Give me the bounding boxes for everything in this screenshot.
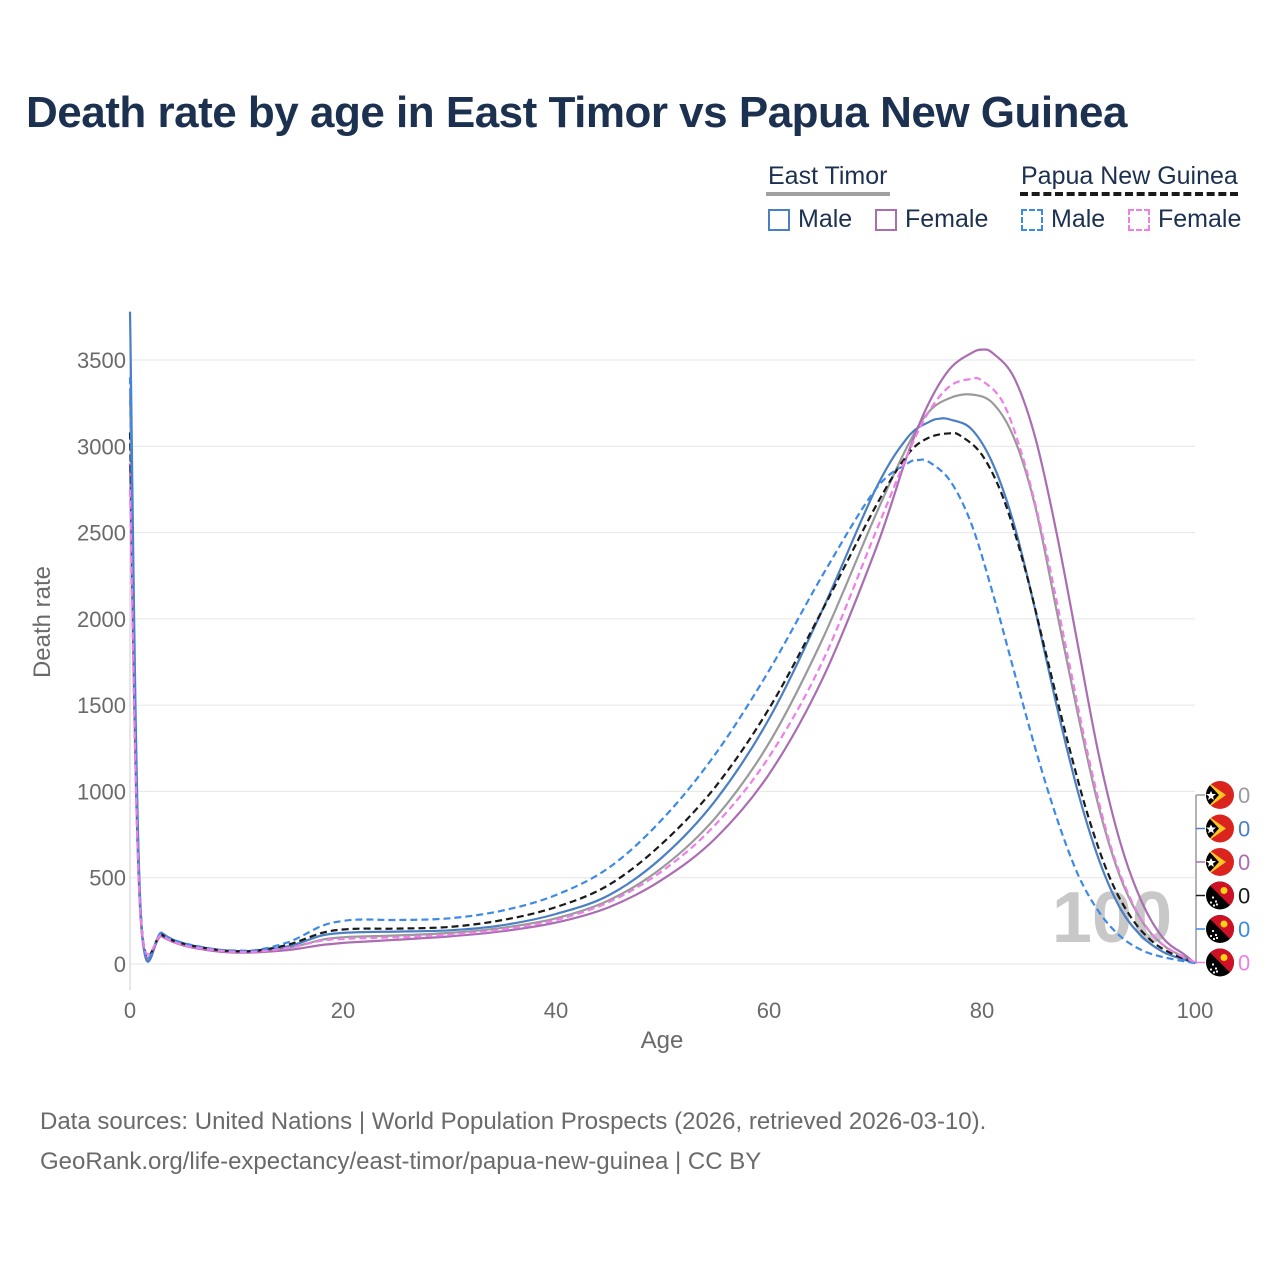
source-line-2: GeoRank.org/life-expectancy/east-timor/p… <box>40 1148 762 1175</box>
gridlines <box>130 359 1195 965</box>
papua-new-guinea-flag-icon <box>1206 915 1234 943</box>
x-tick-label: 20 <box>331 998 355 1023</box>
legend-swatch <box>1021 208 1043 231</box>
legend-underline-papua-new-guinea <box>1020 192 1238 196</box>
papua-new-guinea-flag-icon <box>1206 881 1234 910</box>
legend-item-png-female[interactable]: Female <box>1128 205 1241 234</box>
source-line-1: Data sources: United Nations | World Pop… <box>40 1108 987 1135</box>
end-label-value: 0 <box>1238 884 1250 909</box>
end-label-value: 0 <box>1238 951 1250 976</box>
y-tick-label: 1500 <box>77 693 126 718</box>
y-tick-label: 3500 <box>77 348 126 373</box>
papua-new-guinea-flag-icon <box>1206 948 1234 977</box>
end-label-value: 0 <box>1238 850 1250 875</box>
x-tick-label: 80 <box>970 998 994 1023</box>
y-tick-label: 500 <box>89 866 126 891</box>
end-label-value: 0 <box>1238 817 1250 842</box>
end-labels: 0 0 0 0 0 0 <box>1195 781 1250 977</box>
y-axis-label: Death rate <box>29 566 56 678</box>
y-tick-label: 3000 <box>77 434 126 459</box>
series-line-papua-new-guinea-male <box>128 377 1196 965</box>
legend-group-papua-new-guinea: Papua New Guinea <box>1021 162 1238 190</box>
x-tick-label: 60 <box>757 998 781 1023</box>
end-label-value: 0 <box>1238 917 1250 942</box>
end-label-value: 0 <box>1238 783 1250 808</box>
y-tick-label: 0 <box>114 952 126 977</box>
east-timor-flag-icon <box>1206 781 1234 809</box>
legend-swatch <box>768 208 790 231</box>
y-tick-label: 2000 <box>77 607 126 632</box>
east-timor-flag-icon <box>1206 814 1234 843</box>
legend-item-png-male[interactable]: Male <box>1021 205 1105 234</box>
legend-label: Female <box>905 205 989 233</box>
legend-underline-east-timor <box>766 192 890 196</box>
series-line-east-timor-male <box>128 311 1196 965</box>
series-line-papua-new-guinea-female <box>128 376 1196 964</box>
x-axis-label: Age <box>641 1027 684 1054</box>
series-line-papua-new-guinea-total <box>128 431 1196 964</box>
x-tick-label: 0 <box>124 998 136 1023</box>
legend-label: Female <box>1158 205 1242 233</box>
x-tick-label: 100 <box>1177 998 1214 1023</box>
legend-group-east-timor: East Timor <box>768 162 888 190</box>
y-tick-label: 2500 <box>77 521 126 546</box>
legend-label: Male <box>798 205 853 233</box>
axes: 0 500 1000 1500 2000 2500 3000 3500 0 20 40 60 80 100 <box>77 312 1213 1023</box>
legend-swatch <box>1128 208 1150 231</box>
legend-item-east-timor-female[interactable]: Female <box>875 205 988 234</box>
legend-label: Male <box>1051 205 1106 233</box>
y-tick-label: 1000 <box>77 779 126 804</box>
x-tick-label: 40 <box>544 998 568 1023</box>
chart-title: Death rate by age in East Timor vs Papua… <box>26 88 1127 137</box>
series-line-east-timor-female <box>128 348 1196 964</box>
legend-swatch <box>875 208 897 231</box>
legend-item-east-timor-male[interactable]: Male <box>768 205 852 234</box>
series-lines <box>128 311 1196 965</box>
east-timor-flag-icon <box>1206 848 1234 876</box>
